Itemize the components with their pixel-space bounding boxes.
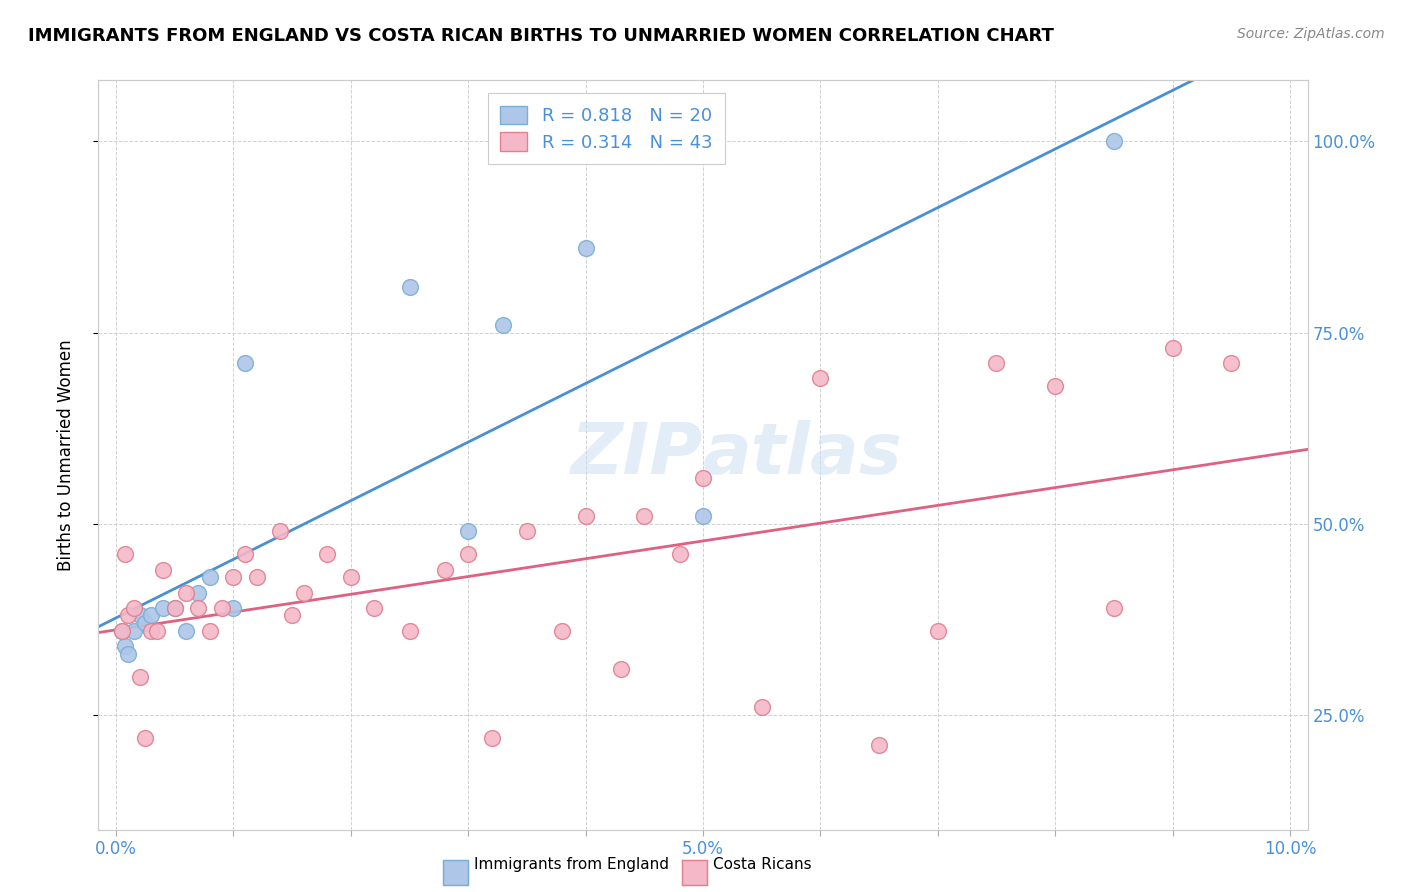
- Point: [692, 471, 714, 485]
- Text: Immigrants from England: Immigrants from England: [474, 857, 669, 872]
- Point: [433, 563, 456, 577]
- Point: [1161, 341, 1184, 355]
- Point: [692, 509, 714, 524]
- Point: [927, 624, 949, 638]
- Point: [141, 624, 163, 638]
- Point: [111, 624, 134, 638]
- Point: [457, 524, 479, 539]
- Point: [633, 509, 655, 524]
- Point: [1102, 600, 1125, 615]
- Point: [1102, 135, 1125, 149]
- Point: [176, 624, 198, 638]
- Point: [457, 547, 479, 561]
- Text: Source: ZipAtlas.com: Source: ZipAtlas.com: [1237, 27, 1385, 41]
- Point: [575, 509, 598, 524]
- Text: atlas: atlas: [703, 420, 903, 490]
- Point: [187, 600, 209, 615]
- Point: [246, 570, 269, 584]
- Point: [481, 731, 503, 745]
- Point: [751, 700, 773, 714]
- Legend: R = 0.818   N = 20, R = 0.314   N = 43: R = 0.818 N = 20, R = 0.314 N = 43: [488, 93, 725, 164]
- Point: [668, 547, 690, 561]
- Point: [111, 624, 134, 638]
- Point: [269, 524, 291, 539]
- Point: [281, 608, 304, 623]
- Point: [198, 570, 221, 584]
- Point: [163, 600, 186, 615]
- Point: [1043, 379, 1066, 393]
- Point: [187, 585, 209, 599]
- Text: ZIP: ZIP: [571, 420, 703, 490]
- Y-axis label: Births to Unmarried Women: Births to Unmarried Women: [56, 339, 75, 571]
- Point: [198, 624, 221, 638]
- Point: [986, 356, 1008, 370]
- Point: [610, 662, 633, 676]
- Point: [122, 624, 145, 638]
- Point: [1220, 356, 1243, 370]
- Point: [176, 585, 198, 599]
- Text: IMMIGRANTS FROM ENGLAND VS COSTA RICAN BIRTHS TO UNMARRIED WOMEN CORRELATION CHA: IMMIGRANTS FROM ENGLAND VS COSTA RICAN B…: [28, 27, 1054, 45]
- Point: [398, 624, 420, 638]
- Point: [134, 616, 156, 631]
- Point: [340, 570, 363, 584]
- Point: [363, 600, 385, 615]
- Point: [141, 608, 163, 623]
- Point: [808, 371, 831, 385]
- Point: [516, 524, 538, 539]
- Point: [152, 563, 174, 577]
- Point: [128, 608, 150, 623]
- Point: [114, 639, 136, 653]
- Point: [128, 670, 150, 684]
- Point: [233, 356, 256, 370]
- Point: [222, 570, 245, 584]
- Point: [398, 279, 420, 293]
- Point: [146, 624, 169, 638]
- Point: [868, 739, 890, 753]
- Point: [222, 600, 245, 615]
- Point: [114, 547, 136, 561]
- Point: [292, 585, 315, 599]
- Point: [211, 600, 233, 615]
- Point: [316, 547, 339, 561]
- Point: [117, 647, 139, 661]
- Point: [551, 624, 574, 638]
- Point: [117, 608, 139, 623]
- Point: [233, 547, 256, 561]
- Text: Costa Ricans: Costa Ricans: [713, 857, 811, 872]
- Point: [492, 318, 515, 332]
- Point: [134, 731, 156, 745]
- Point: [152, 600, 174, 615]
- Point: [122, 600, 145, 615]
- Point: [163, 600, 186, 615]
- Point: [575, 242, 598, 256]
